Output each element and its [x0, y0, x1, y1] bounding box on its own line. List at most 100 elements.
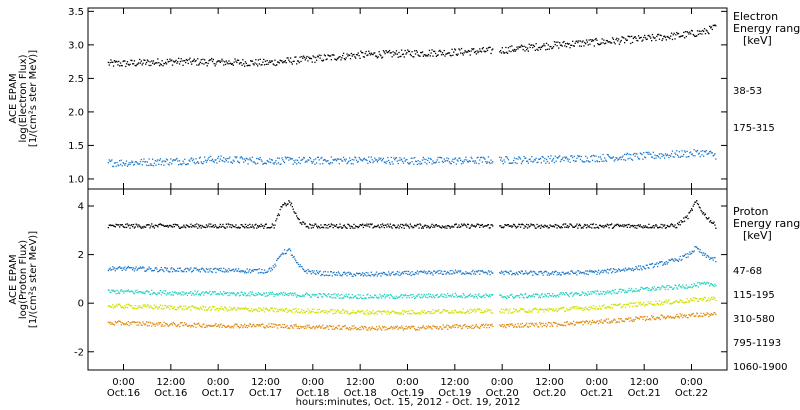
data-point: [641, 286, 643, 289]
data-point: [192, 326, 195, 328]
data-point: [694, 315, 696, 317]
data-point: [502, 271, 504, 273]
data-point: [374, 328, 376, 330]
data-point: [645, 318, 647, 320]
data-point: [255, 326, 257, 328]
data-point: [352, 297, 354, 299]
data-point: [150, 225, 152, 227]
data-point: [278, 308, 280, 311]
data-point: [302, 294, 304, 296]
data-point: [192, 225, 195, 227]
data-point: [366, 54, 368, 57]
data-point: [483, 225, 485, 227]
data-point: [199, 224, 201, 227]
data-point: [348, 313, 350, 315]
data-point: [108, 289, 110, 291]
data-point: [273, 64, 275, 66]
data-point: [654, 304, 656, 306]
data-point: [454, 157, 457, 159]
data-point: [139, 267, 141, 269]
data-point: [673, 260, 675, 262]
data-point: [591, 293, 593, 295]
data-point: [531, 271, 533, 273]
data-point: [317, 56, 319, 58]
data-point: [173, 291, 175, 293]
data-point: [258, 63, 260, 65]
data-point: [702, 315, 704, 317]
data-point: [414, 297, 417, 299]
data-point: [368, 313, 370, 315]
data-point: [318, 159, 320, 161]
data-point: [484, 158, 486, 160]
data-point: [368, 50, 370, 52]
data-point: [644, 287, 647, 289]
data-point: [296, 310, 298, 312]
data-point: [298, 266, 300, 268]
data-point: [605, 42, 607, 44]
data-point: [276, 163, 278, 165]
data-point: [510, 50, 512, 53]
data-point: [307, 226, 309, 228]
data-point: [114, 290, 116, 292]
data-point: [362, 158, 365, 160]
data-point: [464, 273, 466, 275]
data-point: [638, 269, 641, 271]
data-point: [710, 150, 712, 153]
data-point: [543, 324, 545, 327]
data-point: [232, 159, 234, 161]
data-point: [502, 51, 504, 53]
data-point: [659, 304, 661, 306]
data-point: [631, 35, 633, 37]
data-point: [657, 33, 659, 36]
data-point: [539, 322, 541, 324]
data-point: [356, 272, 359, 275]
data-point: [538, 326, 540, 328]
data-point: [683, 217, 685, 219]
data-point: [429, 293, 431, 295]
data-point: [170, 268, 172, 270]
data-point: [531, 224, 533, 226]
data-point: [650, 226, 652, 229]
data-point: [564, 294, 566, 296]
data-point: [397, 296, 399, 299]
data-point: [611, 320, 613, 322]
data-point: [399, 225, 401, 227]
data-point: [279, 59, 281, 61]
data-point: [438, 328, 440, 330]
data-point: [634, 290, 636, 292]
data-point: [591, 270, 593, 272]
data-point: [375, 312, 377, 314]
data-point: [131, 321, 133, 323]
data-point: [588, 161, 590, 163]
data-point: [501, 160, 503, 162]
data-point: [637, 289, 640, 291]
data-point: [255, 308, 257, 311]
data-point: [668, 299, 670, 301]
data-point: [500, 272, 502, 274]
data-point: [309, 223, 311, 225]
data-point: [417, 311, 419, 314]
data-point: [214, 267, 216, 269]
data-point: [431, 312, 433, 315]
data-point: [644, 287, 646, 290]
data-point: [602, 322, 604, 324]
data-point: [637, 35, 640, 37]
data-point: [232, 225, 234, 227]
data-point: [434, 224, 437, 226]
data-point: [187, 62, 189, 65]
data-point: [237, 307, 239, 309]
data-point: [551, 160, 553, 162]
data-point: [216, 162, 218, 164]
data-point: [522, 326, 524, 328]
data-point: [701, 315, 703, 317]
data-point: [571, 323, 573, 325]
data-point: [682, 155, 684, 157]
data-point: [194, 323, 196, 325]
data-point: [358, 225, 360, 228]
data-point: [538, 158, 540, 160]
data-point: [297, 161, 300, 164]
data-point: [270, 159, 273, 161]
data-point: [178, 323, 180, 326]
data-point: [177, 324, 179, 326]
data-point: [112, 266, 114, 268]
